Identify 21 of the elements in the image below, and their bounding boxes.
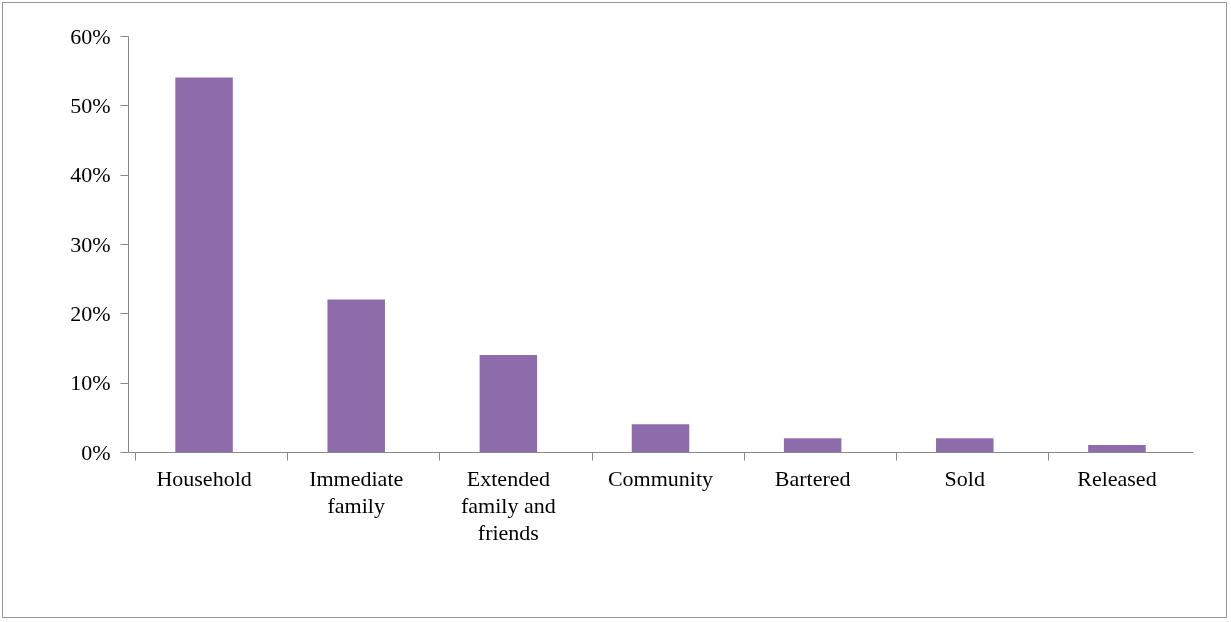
- bar: [175, 77, 233, 452]
- x-tick-label: Extended family and friends: [461, 465, 556, 545]
- y-tick-label: 40%: [70, 162, 111, 188]
- x-tick-label: Bartered: [774, 465, 851, 491]
- x-tick-label: Household: [156, 465, 252, 491]
- bar: [936, 438, 994, 452]
- x-tick-label: Immediate family: [309, 465, 404, 518]
- bar: [783, 438, 842, 452]
- x-tick-label: Community: [607, 465, 714, 491]
- y-tick-label: 50%: [70, 92, 111, 118]
- y-tick-label: 60%: [70, 23, 111, 49]
- x-tick-label: Released: [1077, 465, 1157, 491]
- bar: [631, 424, 690, 452]
- bar: [1088, 445, 1146, 452]
- y-tick-label: 0%: [81, 439, 111, 465]
- bar: [327, 299, 385, 452]
- y-tick-label: 10%: [70, 370, 111, 396]
- y-tick-label: 30%: [70, 231, 111, 257]
- x-tick-label: Sold: [944, 465, 985, 491]
- y-tick-label: 20%: [70, 300, 111, 326]
- bar: [479, 354, 538, 452]
